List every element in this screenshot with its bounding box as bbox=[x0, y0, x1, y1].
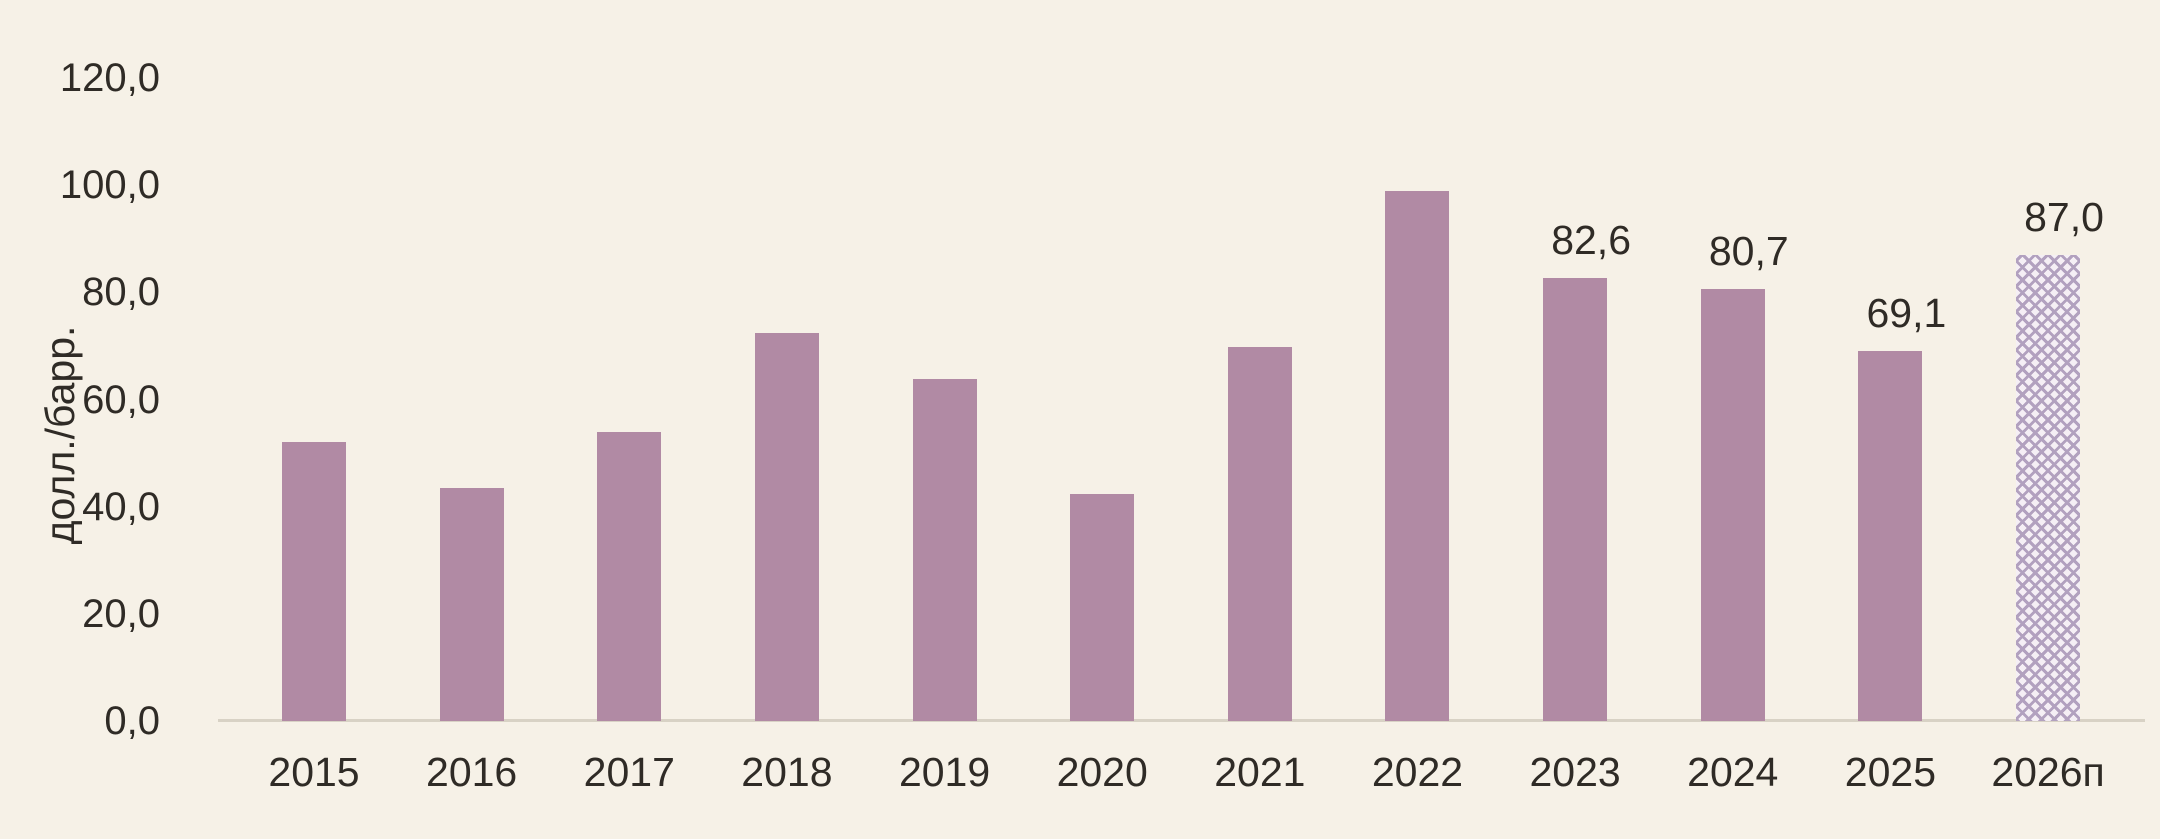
y-tick-label: 20,0 bbox=[82, 591, 160, 636]
bar bbox=[439, 487, 504, 721]
x-axis-label: 2021 bbox=[1214, 749, 1306, 795]
bar-value-label: 80,7 bbox=[1708, 227, 1789, 274]
x-axis-label: 2016 bbox=[426, 749, 518, 795]
x-axis-label: 2025 bbox=[1844, 749, 1936, 795]
x-axis-label: 2026п bbox=[1991, 749, 2105, 795]
y-tick-label: 0,0 bbox=[104, 699, 160, 743]
x-axis-label: 2020 bbox=[1056, 749, 1148, 795]
bar bbox=[1700, 288, 1765, 721]
y-tick-label: 60,0 bbox=[82, 377, 160, 422]
bar bbox=[1070, 494, 1135, 721]
x-axis-label: 2024 bbox=[1687, 749, 1779, 795]
bar bbox=[1858, 350, 1923, 721]
y-tick-label: 120,0 bbox=[59, 56, 160, 100]
bar bbox=[1385, 190, 1450, 721]
bar bbox=[1227, 346, 1292, 721]
y-tick-label: 100,0 bbox=[59, 163, 160, 208]
bar bbox=[912, 379, 977, 721]
x-axis-label: 2019 bbox=[898, 749, 991, 795]
y-tick-label: 40,0 bbox=[82, 484, 160, 529]
x-axis-label: 2018 bbox=[741, 749, 833, 795]
x-axis-label: 2017 bbox=[583, 749, 675, 795]
bar bbox=[1543, 278, 1608, 721]
bar bbox=[597, 431, 662, 721]
bar bbox=[282, 442, 346, 721]
x-axis-line bbox=[218, 719, 2145, 722]
bar-value-label: 82,6 bbox=[1551, 217, 1632, 264]
y-tick-label: 80,0 bbox=[82, 270, 160, 315]
bar bbox=[754, 332, 819, 721]
bar-forecast bbox=[2016, 254, 2081, 721]
x-axis-label: 2022 bbox=[1371, 749, 1464, 795]
x-axis-label: 2015 bbox=[268, 749, 360, 795]
bar-value-label: 87,0 bbox=[2024, 193, 2104, 240]
bar-value-label: 69,1 bbox=[1866, 289, 1947, 336]
x-axis-label: 2023 bbox=[1529, 749, 1621, 795]
